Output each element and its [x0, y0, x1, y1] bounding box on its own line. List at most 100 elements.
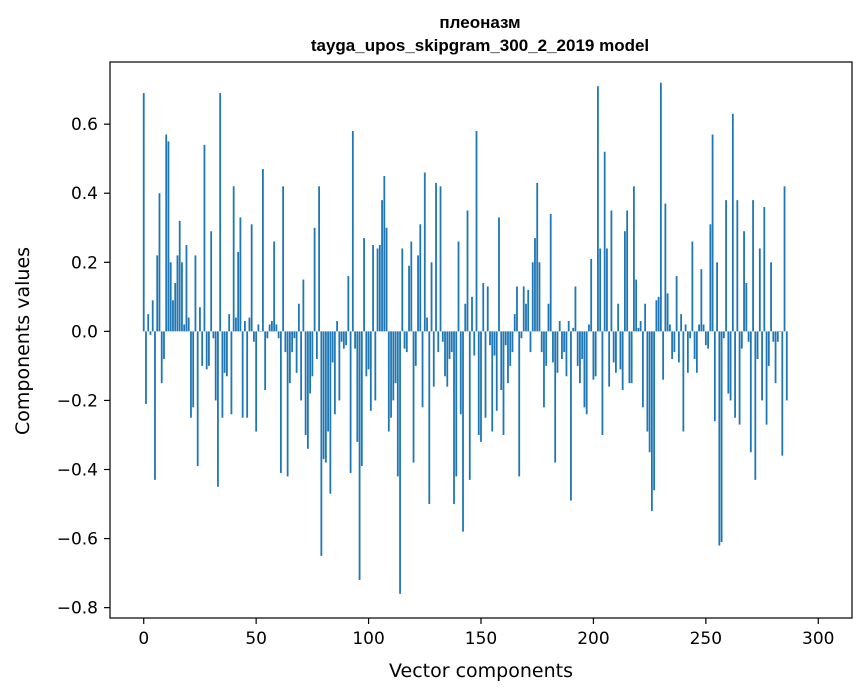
bar	[151, 300, 154, 332]
bar	[342, 331, 345, 349]
bar	[518, 331, 521, 477]
bar	[244, 321, 246, 332]
bar	[219, 93, 222, 332]
bar	[522, 286, 525, 332]
bar	[484, 331, 487, 418]
bar	[556, 331, 559, 373]
bar	[293, 331, 296, 339]
bar	[394, 331, 397, 384]
bar	[563, 331, 566, 353]
bar	[756, 331, 759, 359]
bar	[390, 331, 392, 418]
bar	[401, 248, 404, 332]
bar	[657, 296, 660, 332]
bar	[457, 241, 460, 332]
bar	[423, 172, 426, 332]
bar	[304, 331, 307, 435]
bar	[695, 331, 698, 373]
bar	[624, 231, 626, 332]
bar	[408, 265, 410, 332]
bar	[664, 203, 667, 332]
bar	[241, 331, 244, 418]
bar	[619, 331, 622, 370]
x-tick-label: 150	[465, 629, 497, 649]
bar	[403, 331, 406, 349]
bar	[239, 217, 242, 332]
bar	[549, 213, 552, 332]
bar	[187, 317, 190, 332]
bar	[581, 331, 584, 359]
bar	[365, 331, 368, 377]
bar	[486, 286, 489, 332]
bar	[374, 331, 377, 401]
bar	[749, 331, 752, 453]
bar	[725, 200, 727, 332]
y-axis-ticks: −0.8 −0.6 −0.4 −0.2 0.0 0.2 0.4 0.6	[57, 115, 110, 619]
bar	[772, 331, 775, 342]
bar	[262, 169, 264, 332]
bar	[432, 331, 435, 387]
bar	[194, 255, 197, 332]
bar	[360, 331, 363, 467]
bar	[439, 186, 442, 332]
bar	[482, 283, 485, 332]
bar	[758, 248, 761, 332]
bar	[147, 314, 150, 332]
bar	[574, 286, 577, 332]
bar	[318, 186, 321, 332]
bar	[453, 331, 455, 505]
bar	[599, 248, 602, 332]
bar	[722, 331, 725, 339]
bar	[653, 331, 656, 491]
bar	[540, 331, 543, 353]
bar-series	[142, 82, 788, 594]
bar	[776, 331, 779, 342]
bar	[554, 331, 557, 463]
bar	[567, 321, 570, 332]
bar	[369, 331, 372, 411]
bar	[419, 224, 422, 332]
y-tick-label: 0.0	[71, 322, 98, 342]
bar	[529, 331, 532, 353]
bar	[606, 248, 608, 332]
bar	[729, 331, 732, 401]
bar	[493, 331, 496, 356]
bar	[585, 331, 588, 415]
bar	[190, 331, 192, 418]
bar	[570, 331, 572, 501]
bar	[268, 324, 271, 332]
bar	[347, 276, 350, 332]
bar	[473, 331, 476, 356]
bar	[684, 324, 687, 332]
bar	[666, 293, 669, 332]
bar	[738, 331, 741, 425]
bar	[576, 331, 579, 366]
bar	[500, 331, 503, 391]
bar	[597, 86, 599, 332]
bar	[437, 331, 440, 353]
bar	[358, 331, 361, 581]
y-tick-label: 0.4	[71, 184, 98, 204]
bar	[237, 251, 240, 332]
bar	[336, 321, 338, 332]
bar	[327, 331, 329, 432]
bar	[181, 262, 183, 332]
bar	[668, 324, 671, 332]
bar	[288, 331, 291, 384]
bar	[689, 331, 692, 339]
bar	[673, 331, 676, 353]
bar	[740, 331, 743, 349]
bar	[464, 303, 467, 332]
bar	[387, 331, 390, 432]
bar	[351, 131, 354, 332]
bar	[630, 331, 633, 384]
bar	[628, 331, 631, 384]
bar	[212, 331, 215, 339]
bar	[264, 331, 267, 391]
bar	[399, 331, 401, 594]
bar	[428, 331, 431, 505]
bar	[259, 331, 262, 332]
x-tick-label: 300	[802, 629, 834, 649]
bar	[617, 303, 620, 332]
